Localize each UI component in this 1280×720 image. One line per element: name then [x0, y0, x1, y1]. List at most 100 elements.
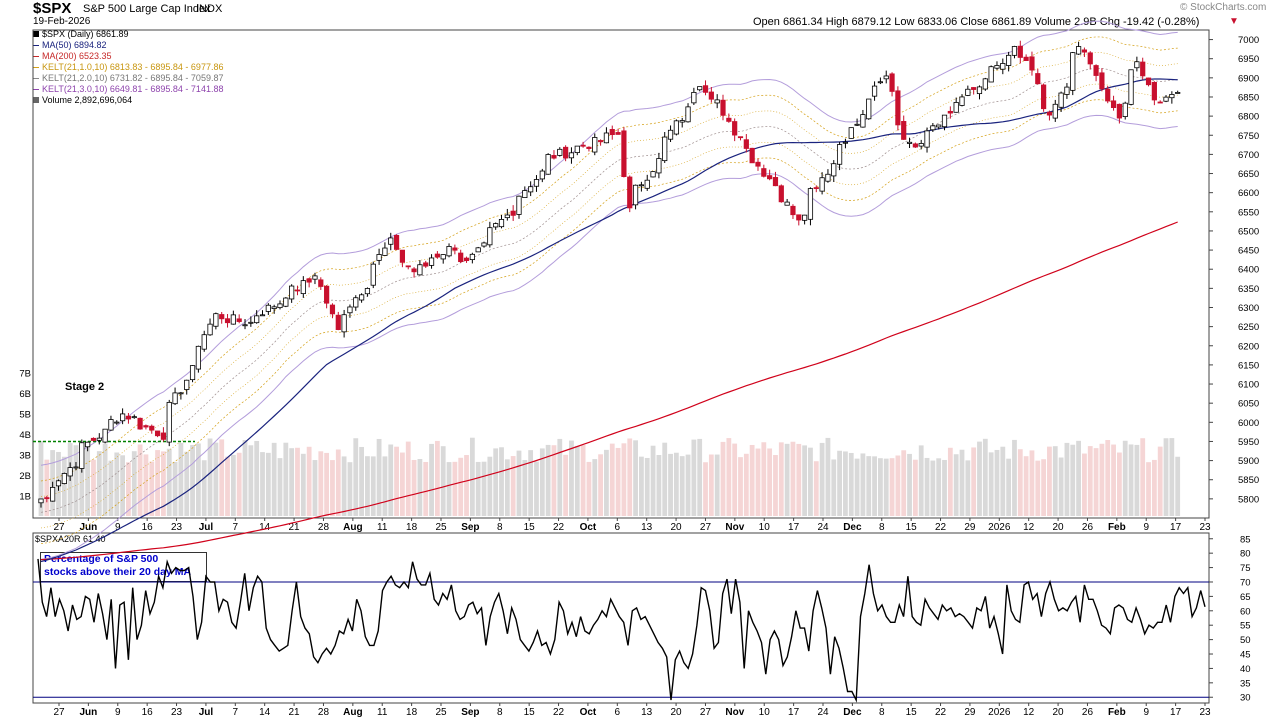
candle-body [1116, 103, 1122, 119]
volume-bar [131, 451, 137, 516]
volume-bar [1146, 462, 1151, 516]
volume-bar [522, 460, 528, 516]
volume-bar [883, 458, 889, 516]
candle-body [638, 184, 645, 187]
x-tick-label: 9 [115, 522, 121, 533]
candle-body [1157, 101, 1163, 104]
x-tick-label: 22 [553, 522, 565, 533]
volume-bar [808, 447, 813, 516]
y-tick-label: 6450 [1238, 246, 1259, 257]
volume-bar [190, 445, 195, 516]
volume-bar [207, 438, 213, 516]
x-tick-label: 29 [964, 522, 976, 533]
volume-bar [283, 442, 289, 516]
candle-body [965, 88, 971, 96]
x-tick-label: Aug [343, 707, 362, 718]
line-legend-icon [33, 45, 39, 47]
volume-bar [877, 458, 883, 516]
volume-bar [1128, 444, 1134, 516]
candle-body [195, 345, 201, 370]
candle-body [318, 279, 324, 287]
candle-body [743, 139, 749, 149]
x-tick-label: Dec [843, 522, 862, 533]
y-tick-label: 6750 [1238, 131, 1259, 142]
volume-bar [1064, 442, 1070, 516]
candle-body [125, 415, 132, 420]
candle-body [38, 498, 44, 504]
y-tick-label: 5950 [1238, 437, 1259, 448]
volume-bar [166, 448, 172, 516]
candle-body [201, 334, 207, 350]
legend-ma200: MA(200) 6523.35 [33, 51, 223, 62]
candle-body [277, 303, 283, 309]
candle-body [493, 223, 499, 228]
candle-body [603, 132, 610, 144]
candle-body [446, 246, 452, 257]
x-tick-label: 15 [524, 522, 536, 533]
candle-body [166, 401, 172, 443]
volume-bar [656, 455, 662, 516]
volume-bar [901, 450, 907, 516]
volume-bar [417, 459, 423, 516]
x-tick-label: 16 [142, 707, 154, 718]
volume-axis-label: 1B [19, 492, 31, 503]
volume-bar [796, 443, 802, 516]
x-tick-label: 14 [259, 522, 271, 533]
y-tick-label: 55 [1240, 621, 1251, 632]
candle-body [1087, 52, 1093, 65]
x-tick-label: 20 [1053, 707, 1065, 718]
volume-bar [592, 459, 598, 516]
x-tick-label: 17 [1170, 522, 1182, 533]
volume-bar [423, 461, 429, 516]
volume-bar [633, 440, 638, 516]
y-tick-label: 6950 [1238, 54, 1259, 65]
y-tick-label: 6200 [1238, 341, 1259, 352]
candle-body [761, 168, 767, 177]
x-tick-label: 9 [1143, 707, 1149, 718]
candle-body [102, 428, 108, 443]
x-tick-label: 2026 [988, 522, 1011, 533]
volume-bar [516, 450, 522, 516]
candle-body [55, 480, 62, 487]
candle-body [656, 158, 662, 174]
candle-body [615, 132, 621, 135]
candle-body [393, 234, 400, 250]
candle-body [79, 442, 85, 469]
candle-body [1046, 111, 1053, 116]
x-tick-label: 11 [377, 522, 388, 533]
volume-bar [650, 445, 656, 516]
symbol-label: $SPX [33, 0, 72, 17]
volume-bar [271, 442, 277, 516]
candle-body [836, 144, 843, 165]
volume-bar [260, 452, 265, 516]
volume-bar [155, 450, 160, 516]
candle-body [335, 314, 341, 330]
x-tick-label: Feb [1108, 522, 1126, 533]
volume-bar [784, 443, 790, 516]
candle-body [802, 214, 808, 221]
x-tick-label: Sep [461, 522, 479, 533]
volume-bar [469, 437, 475, 516]
volume-bar [708, 454, 714, 516]
volume-bar [1082, 453, 1087, 516]
candle-body [1105, 88, 1111, 102]
volume-bar [44, 459, 50, 516]
candle-body [219, 314, 225, 320]
keltner-1-upper [40, 52, 1178, 497]
candle-body [720, 99, 726, 116]
legend-kelt2: KELT(21,2.0,10) 6731.82 - 6895.84 - 7059… [33, 73, 223, 84]
y-tick-label: 6800 [1238, 112, 1259, 123]
volume-bar [458, 457, 464, 516]
volume-bar [452, 461, 458, 516]
candle-body [61, 473, 67, 484]
volume-bar [248, 445, 254, 516]
candle-body [324, 285, 330, 304]
volume-bar [201, 460, 207, 516]
volume-bar [1023, 456, 1029, 516]
candle-body [294, 289, 301, 292]
candle-body [1029, 56, 1035, 71]
volume-bar [604, 449, 609, 516]
candle-body [417, 264, 423, 276]
x-tick-label: 27 [53, 707, 65, 718]
chg-down-icon: ▼ [1229, 16, 1239, 27]
